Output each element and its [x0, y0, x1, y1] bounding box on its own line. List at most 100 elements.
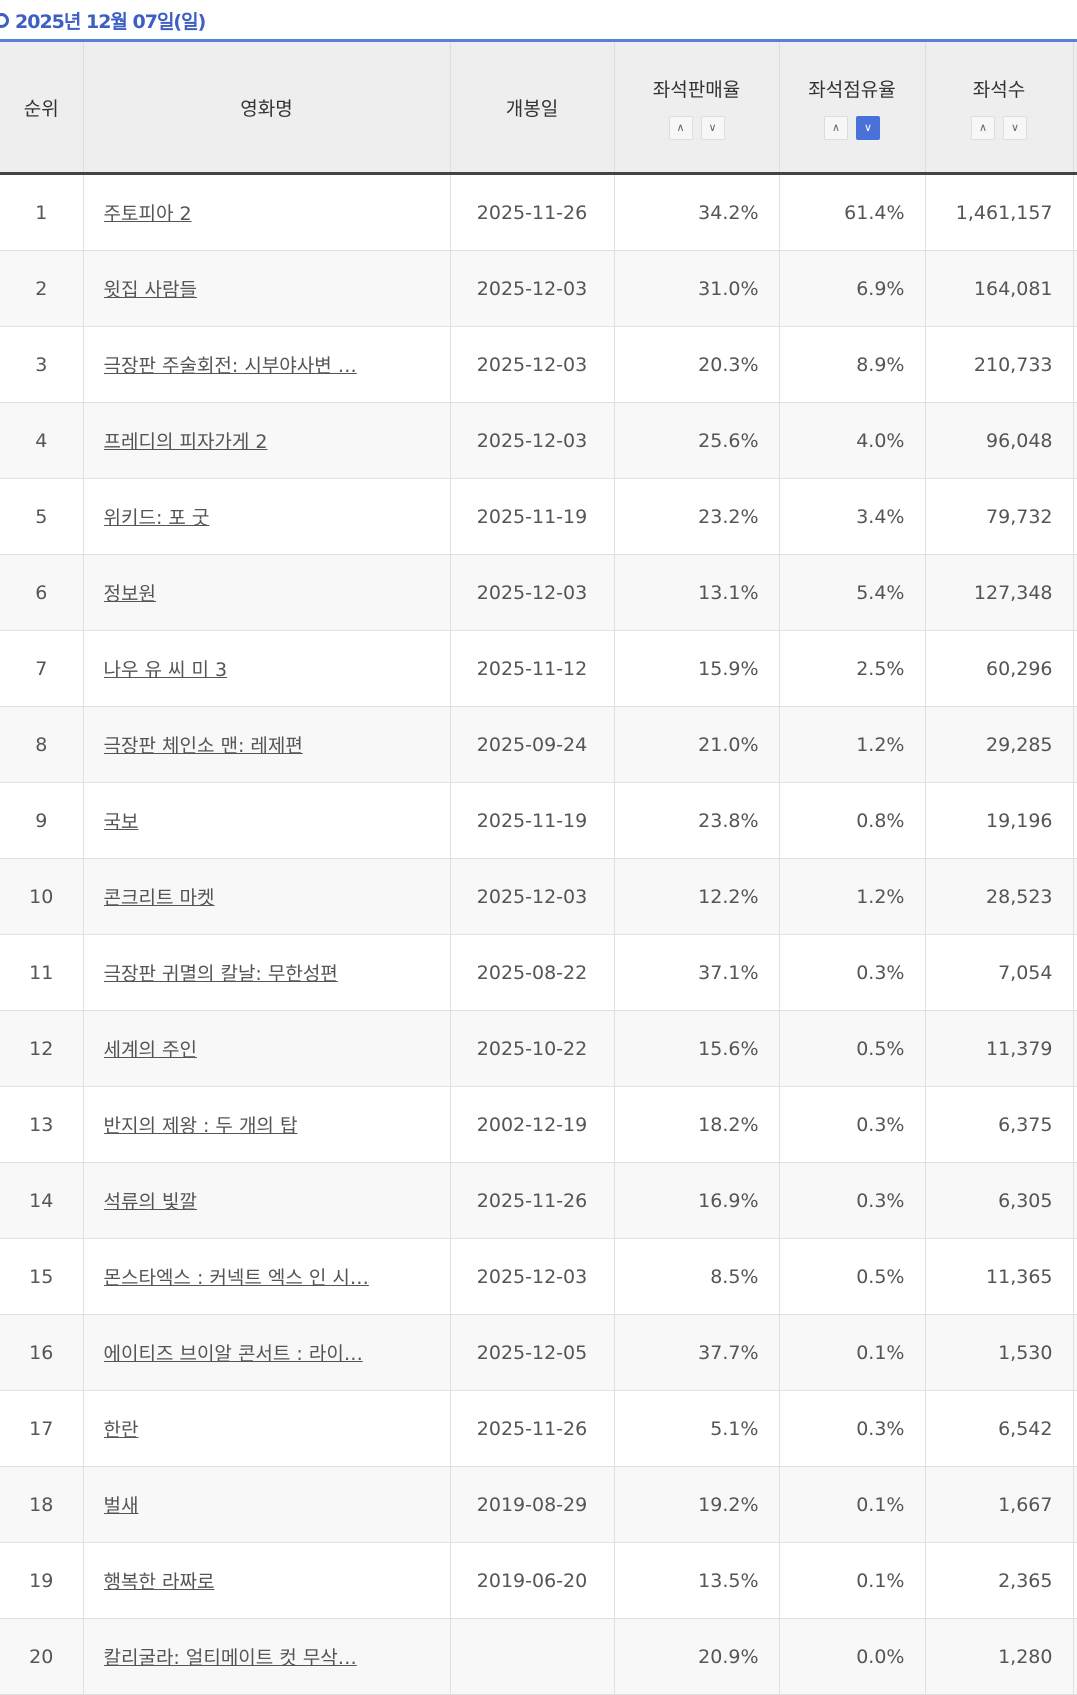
release-cell: 2025-12-05	[450, 1314, 615, 1391]
movie-title-link[interactable]: 칼리굴라: 얼티메이트 컷 무삭…	[103, 1647, 357, 1669]
release-cell: 2019-06-20	[450, 1542, 615, 1619]
share-cell: 6.9%	[779, 250, 926, 327]
table-row: 7 나우 유 씨 미 3 2025-11-12 15.9% 2.5% 60,296	[0, 630, 1077, 707]
rank-cell: 15	[0, 1238, 84, 1315]
header-next-column	[1073, 42, 1077, 175]
header-share: 좌석점유율 ∧ ∨	[779, 42, 926, 175]
movie-title-link[interactable]: 프레디의 피자가게 2	[103, 431, 268, 453]
next-column-cell	[1073, 858, 1077, 935]
movie-title-link[interactable]: 나우 유 씨 미 3	[103, 659, 228, 681]
sort-asc-icon[interactable]: ∧	[668, 115, 693, 140]
release-cell: 2025-12-03	[450, 554, 615, 631]
sort-asc-icon[interactable]: ∧	[971, 115, 995, 140]
movie-title-link[interactable]: 한란	[103, 1419, 139, 1441]
sales-rate-cell: 23.2%	[614, 478, 780, 555]
share-cell: 0.8%	[779, 782, 926, 859]
movie-title-link[interactable]: 국보	[103, 811, 139, 833]
rank-cell: 1	[0, 173, 84, 251]
sort-asc-icon[interactable]: ∧	[824, 115, 848, 140]
release-cell: 2025-11-26	[450, 173, 615, 251]
movie-title-link[interactable]: 벌새	[103, 1495, 139, 1517]
release-cell: 2025-10-22	[450, 1010, 615, 1087]
table-row: 13 반지의 제왕 : 두 개의 탑 2002-12-19 18.2% 0.3% 6,37…	[0, 1086, 1077, 1163]
title-cell: 몬스타엑스 : 커넥트 엑스 인 시…	[83, 1238, 451, 1315]
sales-rate-cell: 15.6%	[614, 1010, 780, 1087]
sales-rate-cell: 34.2%	[614, 173, 780, 251]
release-cell: 2025-12-03	[450, 1238, 615, 1315]
share-cell: 61.4%	[779, 173, 926, 251]
seats-cell: 6,375	[925, 1086, 1074, 1163]
seats-cell: 6,305	[925, 1162, 1074, 1239]
share-cell: 3.4%	[779, 478, 926, 555]
sort-desc-icon[interactable]: ∨	[700, 115, 725, 140]
table-row: 16 에이티즈 브이알 콘서트 : 라이… 2025-12-05 37.7% 0.1% 1…	[0, 1314, 1077, 1391]
sales-rate-cell: 37.7%	[614, 1314, 780, 1391]
header-divider	[0, 39, 1077, 42]
seats-cell: 2,365	[925, 1542, 1074, 1619]
movie-title-link[interactable]: 행복한 라짜로	[103, 1571, 215, 1593]
next-column-cell	[1073, 630, 1077, 707]
movie-title-link[interactable]: 에이티즈 브이알 콘서트 : 라이…	[103, 1343, 363, 1365]
sort-desc-icon-active[interactable]: ∨	[856, 115, 880, 140]
share-cell: 0.3%	[779, 934, 926, 1011]
table-header-row: 순위 영화명 개봉일 좌석판매율 ∧ ∨ 좌석점유율 ∧ ∨ 좌석수 ∧ ∨	[0, 42, 1077, 175]
movie-title-link[interactable]: 윗집 사람들	[103, 279, 197, 301]
sort-desc-icon[interactable]: ∨	[1003, 115, 1027, 140]
rank-cell: 19	[0, 1542, 84, 1619]
rank-cell: 16	[0, 1314, 84, 1391]
seats-cell: 1,530	[925, 1314, 1074, 1391]
release-cell: 2002-12-19	[450, 1086, 615, 1163]
sales-rate-cell: 20.9%	[614, 1618, 780, 1695]
seats-cell: 1,461,157	[925, 173, 1074, 251]
release-cell: 2025-12-03	[450, 402, 615, 479]
table-row: 18 벌새 2019-08-29 19.2% 0.1% 1,667	[0, 1466, 1077, 1543]
seats-cell: 60,296	[925, 630, 1074, 707]
table-row: 3 극장판 주술회전: 시부야사변 … 2025-12-03 20.3% 8.9% 210…	[0, 326, 1077, 403]
share-cell: 5.4%	[779, 554, 926, 631]
next-column-cell	[1073, 402, 1077, 479]
header-sales-rate: 좌석판매율 ∧ ∨	[614, 42, 780, 175]
movie-title-link[interactable]: 극장판 체인소 맨: 레제편	[103, 735, 303, 757]
title-cell: 주토피아 2	[83, 173, 451, 251]
title-cell: 콘크리트 마켓	[83, 858, 451, 935]
table-row: 1 주토피아 2 2025-11-26 34.2% 61.4% 1,461,157	[0, 173, 1077, 251]
next-column-cell	[1073, 250, 1077, 327]
sales-rate-cell: 12.2%	[614, 858, 780, 935]
header-seats: 좌석수 ∧ ∨	[925, 42, 1074, 175]
table-row: 9 국보 2025-11-19 23.8% 0.8% 19,196	[0, 782, 1077, 859]
seats-cell: 127,348	[925, 554, 1074, 631]
next-column-cell	[1073, 554, 1077, 631]
next-column-cell	[1073, 1238, 1077, 1315]
title-cell: 국보	[83, 782, 451, 859]
share-cell: 4.0%	[779, 402, 926, 479]
next-column-cell	[1073, 326, 1077, 403]
table-row: 5 위키드: 포 굿 2025-11-19 23.2% 3.4% 79,732	[0, 478, 1077, 555]
date-title: 2025년 12월 07일(일)	[15, 10, 206, 33]
movie-title-link[interactable]: 정보원	[103, 583, 156, 605]
sales-rate-cell: 23.8%	[614, 782, 780, 859]
share-cell: 1.2%	[779, 858, 926, 935]
next-column-cell	[1073, 1086, 1077, 1163]
movie-title-link[interactable]: 몬스타엑스 : 커넥트 엑스 인 시…	[103, 1267, 369, 1289]
seats-cell: 19,196	[925, 782, 1074, 859]
movie-title-link[interactable]: 세계의 주인	[103, 1039, 197, 1061]
share-cell: 0.3%	[779, 1086, 926, 1163]
next-column-cell	[1073, 706, 1077, 783]
movie-title-link[interactable]: 극장판 주술회전: 시부야사변 …	[103, 355, 357, 377]
release-cell: 2019-08-29	[450, 1466, 615, 1543]
rank-cell: 7	[0, 630, 84, 707]
movie-title-link[interactable]: 콘크리트 마켓	[103, 887, 215, 909]
sales-rate-cell: 16.9%	[614, 1162, 780, 1239]
seats-cell: 210,733	[925, 326, 1074, 403]
movie-title-link[interactable]: 석류의 빛깔	[103, 1191, 197, 1213]
movie-title-link[interactable]: 위키드: 포 굿	[103, 507, 210, 529]
title-cell: 행복한 라짜로	[83, 1542, 451, 1619]
movie-title-link[interactable]: 주토피아 2	[103, 203, 192, 225]
share-cell: 2.5%	[779, 630, 926, 707]
share-cell: 0.3%	[779, 1162, 926, 1239]
seats-cell: 96,048	[925, 402, 1074, 479]
movie-title-link[interactable]: 반지의 제왕 : 두 개의 탑	[103, 1115, 298, 1137]
movie-title-link[interactable]: 극장판 귀멸의 칼날: 무한성편	[103, 963, 338, 985]
sales-rate-cell: 20.3%	[614, 326, 780, 403]
sales-rate-cell: 8.5%	[614, 1238, 780, 1315]
